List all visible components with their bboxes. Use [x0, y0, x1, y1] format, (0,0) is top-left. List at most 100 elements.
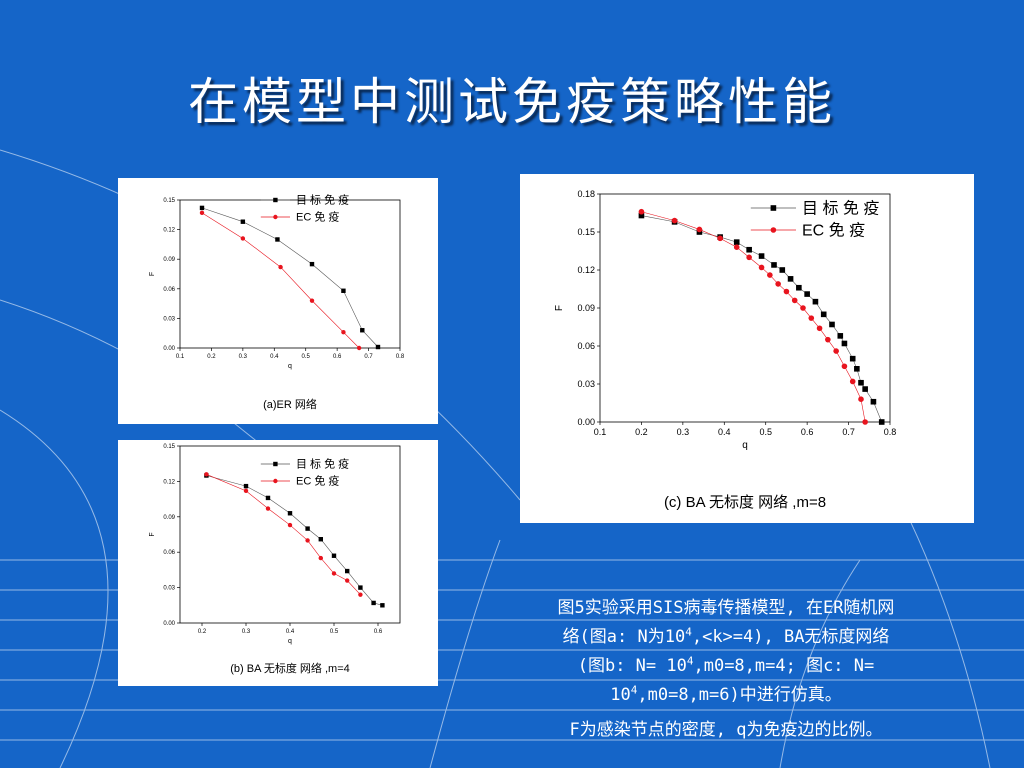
x-axis-label: q	[288, 638, 292, 645]
x-tick-label: 0.2	[198, 629, 207, 635]
legend-label: 目 标 免 疫	[296, 457, 349, 471]
slide-title: 在模型中测试免疫策略性能	[188, 73, 836, 131]
data-point-ec	[733, 244, 740, 250]
y-tick-label: 0.00	[163, 621, 175, 627]
x-tick-label: 0.7	[364, 354, 373, 360]
data-point-ec	[775, 281, 781, 287]
y-tick-label: 0.03	[163, 316, 175, 322]
data-point-ec	[638, 208, 645, 215]
data-point-target	[758, 253, 765, 259]
x-tick-label: 0.6	[374, 629, 383, 635]
y-tick-label: 0.00	[163, 346, 175, 352]
caption-text: ,<k>=4), BA无标度网络	[691, 627, 890, 647]
data-point-ec	[783, 288, 790, 295]
data-point-ec	[341, 330, 346, 335]
y-tick-label: 0.06	[577, 341, 595, 351]
legend-label: 目 标 免 疫	[296, 193, 349, 207]
y-tick-label: 0.00	[577, 417, 595, 427]
caption-superscript: 4	[686, 654, 694, 668]
data-point-target	[804, 291, 810, 297]
data-point-target	[638, 212, 645, 219]
data-point-target	[733, 239, 740, 245]
y-tick-label: 0.09	[577, 303, 595, 313]
data-point-target	[243, 483, 249, 489]
y-tick-label: 0.15	[163, 198, 175, 204]
data-point-ec	[696, 226, 703, 233]
caption-text: (图b: N= 10	[577, 656, 687, 676]
data-point-target	[837, 333, 844, 339]
data-point-target	[878, 419, 885, 425]
data-point-target	[305, 526, 310, 531]
y-tick-label: 0.12	[163, 479, 175, 485]
caption-text: 络(图a: N为10	[562, 627, 686, 647]
x-tick-label: 0.4	[286, 629, 295, 635]
chart-caption: (a)ER 网络	[263, 397, 317, 411]
x-axis-label: q	[742, 440, 748, 451]
legend-marker-ec	[770, 227, 777, 233]
y-tick-label: 0.12	[577, 265, 595, 275]
data-point-target	[331, 553, 337, 558]
x-tick-label: 0.1	[594, 427, 607, 437]
x-tick-label: 0.4	[270, 354, 279, 360]
legend-label: EC 免 疫	[296, 474, 339, 488]
legend-label: EC 免 疫	[296, 210, 339, 224]
chart-a: 0.1 0.2 0.3 0.4 0.5 0.6 0.7 0.8 0.00 0.03 0.06 0.09…	[149, 193, 405, 411]
data-point-ec	[833, 348, 839, 354]
data-point-target	[870, 398, 877, 405]
data-point-target	[240, 219, 246, 224]
caption-text: 10	[610, 685, 631, 705]
caption-line-3: (图b: N= 104,m0=8,m=4; 图c: N=	[478, 652, 974, 681]
y-tick-label: 0.03	[577, 379, 595, 389]
caption-superscript: 4	[630, 683, 638, 697]
data-point-ec	[240, 236, 246, 241]
data-point-target	[287, 511, 293, 516]
data-point-ec	[345, 578, 350, 583]
data-point-ec	[309, 298, 315, 303]
data-point-ec	[331, 571, 337, 576]
data-point-ec	[356, 345, 362, 351]
x-tick-label: 0.6	[333, 354, 342, 360]
chart-c: 0.1 0.2 0.3 0.4 0.5 0.6 0.7 0.8 0.00 0.03 0.06 0.09…	[554, 189, 896, 511]
legend-marker-target	[770, 205, 777, 211]
chart-b: 0.2 0.3 0.4 0.5 0.6 0.00 0.03 0.06 0.09 0.12 0.15 q…	[149, 444, 401, 675]
figure-caption: 图5实验采用SIS病毒传播模型, 在ER随机网 络(图a: N为104,<k>=…	[478, 594, 974, 745]
data-point-target	[309, 261, 315, 267]
x-tick-label: 0.7	[842, 427, 855, 437]
data-point-target	[771, 262, 777, 268]
data-point-target	[265, 495, 271, 501]
data-point-ec	[849, 378, 856, 385]
data-point-target	[318, 537, 323, 542]
y-axis-label: F	[149, 532, 156, 536]
y-axis-label: F	[149, 272, 156, 276]
data-point-target	[858, 379, 864, 386]
data-point-target	[841, 340, 848, 347]
series-line-ec	[206, 474, 361, 595]
legend-marker-target	[273, 197, 278, 203]
data-point-ec	[816, 325, 823, 332]
series-line-target	[206, 475, 383, 606]
plot-frame	[179, 445, 401, 624]
data-point-target	[779, 267, 786, 273]
data-point-ec	[265, 506, 271, 511]
caption-text: ,m0=8,m=4; 图c: N=	[693, 656, 875, 676]
data-point-target	[849, 355, 856, 362]
data-point-ec	[767, 272, 773, 278]
data-point-ec	[858, 396, 864, 402]
y-tick-label: 0.18	[577, 189, 595, 199]
data-point-target	[829, 321, 835, 328]
x-axis-label: q	[288, 363, 292, 370]
data-point-ec	[204, 472, 209, 477]
plot-frame	[179, 199, 401, 349]
x-tick-label: 0.5	[302, 354, 311, 360]
caption-line-2: 络(图a: N为104,<k>=4), BA无标度网络	[478, 623, 974, 652]
chart-caption: (b) BA 无标度 网络 ,m=4	[230, 661, 350, 675]
y-tick-label: 0.09	[163, 515, 175, 521]
series-line-target	[641, 215, 882, 423]
caption-text: ,m0=8,m=6)中进行仿真。	[637, 685, 842, 705]
x-tick-label: 0.2	[635, 427, 648, 437]
chart-panel-c: 0.1 0.2 0.3 0.4 0.5 0.6 0.7 0.8 0.00 0.03 0.06 0.09…	[520, 174, 974, 523]
data-point-ec	[278, 264, 283, 270]
chart-panel-a: 0.1 0.2 0.3 0.4 0.5 0.6 0.7 0.8 0.00 0.03 0.06 0.09…	[118, 178, 438, 424]
y-tick-label: 0.06	[163, 287, 175, 293]
data-point-target	[371, 600, 376, 606]
